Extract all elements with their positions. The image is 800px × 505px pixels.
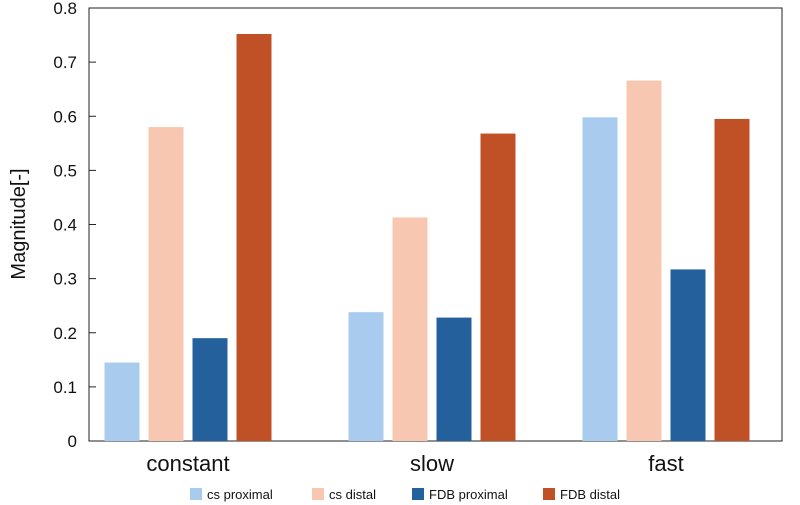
bar-slow-fdb-distal bbox=[480, 133, 516, 441]
bars bbox=[104, 33, 750, 442]
y-tick-label: 0 bbox=[68, 432, 77, 451]
bar-constant-fdb-distal bbox=[236, 33, 272, 441]
y-tick-label: 0.4 bbox=[53, 216, 77, 235]
legend-label: FDB proximal bbox=[429, 487, 508, 502]
x-axis: constant slow fast bbox=[146, 451, 683, 476]
bar-fast-cs-proximal bbox=[582, 117, 618, 442]
legend-label: FDB distal bbox=[560, 487, 620, 502]
legend-swatch bbox=[543, 488, 555, 500]
bar-slow-cs-proximal bbox=[348, 312, 384, 441]
bar-slow-cs-distal bbox=[392, 217, 428, 441]
legend-swatch bbox=[312, 488, 324, 500]
legend: cs proximal cs distal FDB proximal FDB dist… bbox=[190, 487, 620, 502]
y-tick-label: 0.5 bbox=[53, 161, 77, 180]
bar-fast-fdb-proximal bbox=[670, 269, 706, 441]
y-tick-label: 0.8 bbox=[53, 0, 77, 18]
y-tick-label: 0.2 bbox=[53, 324, 77, 343]
y-axis-title: Magnitude[-] bbox=[8, 168, 30, 279]
legend-label: cs distal bbox=[329, 487, 376, 502]
bar-slow-fdb-proximal bbox=[436, 317, 472, 441]
legend-swatch bbox=[190, 488, 202, 500]
legend-label: cs proximal bbox=[207, 487, 273, 502]
x-tick-label: slow bbox=[410, 451, 454, 476]
y-tick-label: 0.3 bbox=[53, 270, 77, 289]
y-tick-label: 0.1 bbox=[53, 378, 77, 397]
bar-constant-cs-proximal bbox=[104, 362, 140, 441]
y-tick-label: 0.6 bbox=[53, 107, 77, 126]
y-tick-label: 0.7 bbox=[53, 53, 77, 72]
x-tick-label: constant bbox=[146, 451, 229, 476]
bar-constant-cs-distal bbox=[148, 127, 184, 441]
bar-fast-fdb-distal bbox=[714, 118, 750, 442]
y-axis: 0 0.1 0.2 0.3 0.4 0.5 0.6 0.7 0.8 bbox=[53, 0, 96, 451]
bar-fast-cs-distal bbox=[626, 80, 662, 441]
bar-constant-fdb-proximal bbox=[192, 338, 228, 441]
x-tick-label: fast bbox=[648, 451, 683, 476]
legend-swatch bbox=[412, 488, 424, 500]
